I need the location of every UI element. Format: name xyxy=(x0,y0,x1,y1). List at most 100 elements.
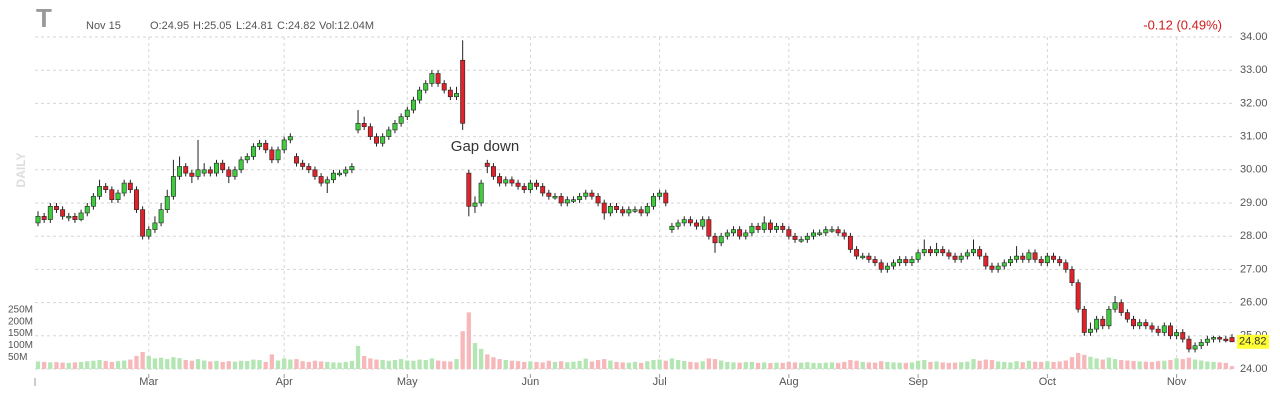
candle-body xyxy=(774,225,780,230)
candle-body xyxy=(989,265,995,270)
candle-body xyxy=(977,249,983,257)
volume-bar xyxy=(799,362,804,369)
y-tick-label: 33.00 xyxy=(1240,64,1268,76)
candle-body xyxy=(318,176,324,184)
candle-body xyxy=(878,262,884,270)
volume-bar xyxy=(558,361,564,369)
candle-body xyxy=(638,209,644,214)
candle-body xyxy=(324,179,330,184)
volume-bar xyxy=(478,348,484,369)
volume-bar xyxy=(48,362,53,369)
volume-bar xyxy=(411,360,416,369)
volume-bar xyxy=(122,360,127,369)
volume-bar xyxy=(177,358,182,369)
candle-body xyxy=(835,229,841,234)
candle-body xyxy=(891,262,896,267)
candle-body xyxy=(866,255,872,260)
y-tick-label: 30.00 xyxy=(1240,164,1268,176)
volume-bar xyxy=(540,362,545,369)
volume-bar xyxy=(1180,359,1185,369)
candle-body xyxy=(404,109,410,117)
volume-bar xyxy=(368,358,373,369)
candle-body xyxy=(755,225,761,230)
candle-body xyxy=(417,89,423,101)
volume-bar xyxy=(214,360,219,369)
candle-body xyxy=(220,162,226,171)
volume-bar xyxy=(946,362,952,369)
volume-bar xyxy=(282,358,287,369)
candle-body xyxy=(564,199,570,204)
candle-body xyxy=(257,142,263,147)
candle-body xyxy=(195,169,201,177)
candle-body xyxy=(349,166,355,171)
candle-body xyxy=(915,252,921,260)
candle-body xyxy=(626,209,632,214)
volume-bar xyxy=(1229,366,1235,369)
candle-body xyxy=(460,59,466,124)
volume-bar xyxy=(442,361,447,369)
volume-bar xyxy=(435,360,441,369)
candle-body xyxy=(1026,252,1032,260)
candle-body xyxy=(429,73,435,84)
candle-body xyxy=(503,179,509,184)
volume-bar xyxy=(343,361,348,369)
volume-bar xyxy=(768,363,773,369)
volume-bar xyxy=(534,361,539,369)
volume-bar xyxy=(762,362,767,369)
volume-bar xyxy=(245,360,250,369)
candle-body xyxy=(700,219,706,227)
candle-body xyxy=(651,196,656,207)
volume-bar xyxy=(257,360,262,369)
candle-body xyxy=(583,192,589,197)
candle-body xyxy=(706,219,712,237)
volume-bar xyxy=(1045,361,1050,369)
candle-body xyxy=(367,126,373,137)
volume-bar xyxy=(386,360,391,369)
candle-body xyxy=(41,215,47,220)
candle-body xyxy=(189,172,195,177)
volume-bar xyxy=(989,360,995,369)
candle-body xyxy=(207,169,213,174)
x-tick-label: Mar xyxy=(139,376,158,388)
candle-body xyxy=(392,123,398,131)
candle-body xyxy=(1211,337,1216,340)
candle-body xyxy=(534,182,539,187)
volume-bar xyxy=(288,359,293,369)
candle-body xyxy=(60,209,66,217)
candle-body xyxy=(614,206,619,210)
volume-bar xyxy=(251,359,256,369)
volume-bar xyxy=(1205,361,1210,369)
volume-bar xyxy=(737,362,742,369)
candle-body xyxy=(115,192,121,200)
volume-bar xyxy=(712,359,718,369)
volume-bar xyxy=(700,361,705,369)
candle-body xyxy=(90,196,96,207)
candle-body xyxy=(817,232,823,235)
candle-body xyxy=(749,225,755,234)
candle-body xyxy=(269,149,275,161)
volume-bar xyxy=(509,360,515,369)
x-tick-label: Apr xyxy=(276,376,293,388)
volume-bar xyxy=(42,361,47,369)
candle-body xyxy=(1051,255,1056,260)
volume-bar xyxy=(85,361,90,369)
volume-bar xyxy=(891,362,896,369)
volume-bar xyxy=(848,360,853,369)
candle-body xyxy=(1044,255,1050,264)
candle-body xyxy=(644,206,650,214)
volume-bar xyxy=(959,362,964,369)
candle-body xyxy=(798,239,804,242)
volume-bar xyxy=(706,358,712,369)
candle-body xyxy=(35,215,41,224)
volume-bar xyxy=(1051,361,1056,369)
candle-body xyxy=(829,229,835,232)
volume-tick-label: 200M xyxy=(8,316,33,327)
high-text: H:25.05 xyxy=(193,20,232,32)
volume-bar xyxy=(349,360,355,369)
volume-bar xyxy=(1106,357,1112,369)
volume-bar xyxy=(503,360,508,369)
candle-body xyxy=(232,169,238,177)
candle-body xyxy=(811,232,816,237)
volume-bar xyxy=(294,359,299,369)
volume-bar xyxy=(1088,356,1093,369)
